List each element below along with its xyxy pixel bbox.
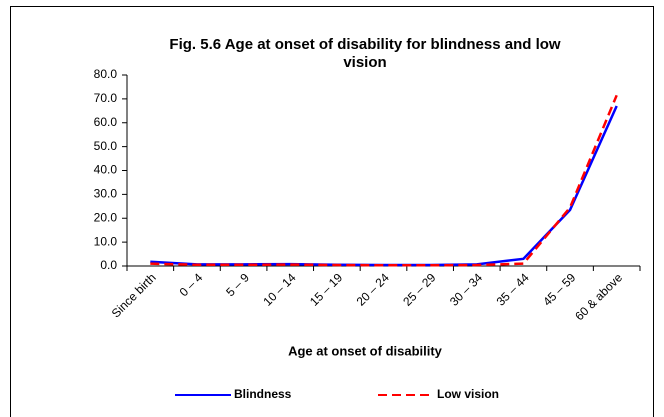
legend-label: Blindness [234, 387, 292, 401]
y-tick-label: 70.0 [94, 91, 118, 105]
y-tick-label: 40.0 [94, 163, 118, 177]
chart-title: Fig. 5.6 Age at onset of disability for … [169, 36, 560, 53]
x-axis-label: Age at onset of disability [288, 343, 443, 358]
y-tick-label: 50.0 [94, 139, 118, 153]
y-tick-label: 20.0 [94, 210, 118, 224]
legend-label: Low vision [437, 387, 499, 401]
y-tick-label: 80.0 [94, 67, 118, 81]
chart-frame [10, 6, 654, 417]
series-line [150, 94, 618, 267]
y-tick-label: 30.0 [94, 187, 118, 201]
y-tick-label: 0.0 [100, 258, 117, 272]
y-tick-label: 60.0 [94, 115, 118, 129]
chart-title: vision [343, 54, 386, 71]
y-tick-label: 10.0 [94, 234, 118, 248]
